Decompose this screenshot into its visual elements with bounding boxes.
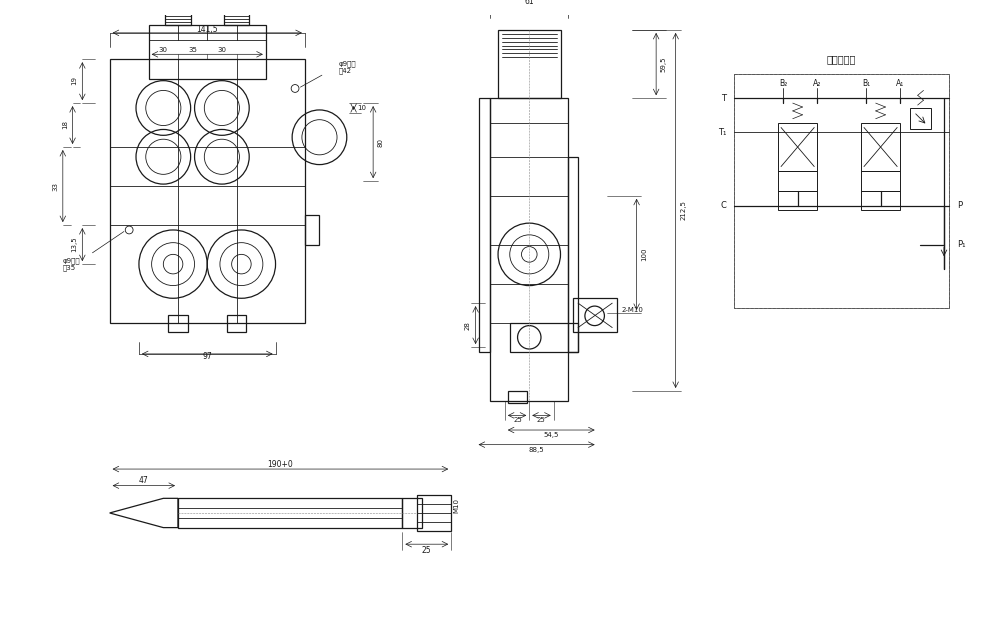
Text: 35: 35	[188, 47, 197, 53]
Bar	[168, 315, 188, 332]
Bar	[568, 157, 578, 352]
Bar	[479, 98, 490, 352]
Bar	[778, 172, 817, 191]
Text: 18: 18	[62, 120, 68, 129]
Bar	[224, 6, 249, 25]
Text: M10: M10	[453, 498, 459, 513]
Text: 33: 33	[52, 182, 58, 191]
Text: 25: 25	[513, 417, 522, 423]
Text: 30: 30	[159, 47, 168, 53]
Text: 28: 28	[465, 321, 471, 330]
Text: B₂: B₂	[779, 79, 787, 88]
Bar	[149, 25, 266, 78]
Bar	[227, 315, 246, 332]
Bar	[573, 298, 617, 332]
Bar	[165, 6, 191, 25]
Text: A₁: A₁	[896, 79, 904, 88]
Bar	[778, 123, 817, 172]
Text: 80: 80	[378, 137, 384, 147]
Bar	[778, 191, 817, 210]
Text: 141,5: 141,5	[196, 25, 218, 34]
Text: 212,5: 212,5	[680, 201, 686, 220]
Text: 30: 30	[217, 47, 226, 53]
Text: B₁: B₁	[862, 79, 870, 88]
Text: 25: 25	[422, 546, 432, 555]
Bar	[508, 391, 527, 403]
Text: 100: 100	[641, 248, 647, 261]
Bar	[861, 172, 900, 191]
Bar	[110, 60, 305, 323]
Bar	[178, 498, 402, 528]
Text: 19: 19	[72, 76, 78, 85]
Bar	[510, 323, 578, 352]
Text: 88,5: 88,5	[528, 446, 544, 453]
Text: P₁: P₁	[957, 240, 965, 249]
Text: 47: 47	[139, 476, 149, 486]
Text: C: C	[721, 201, 726, 210]
Bar	[402, 498, 422, 528]
Text: φ9通孔
高35: φ9通孔 高35	[63, 257, 80, 271]
Text: 10: 10	[357, 105, 366, 111]
Text: T₁: T₁	[718, 128, 726, 137]
Text: T: T	[721, 94, 726, 103]
Bar	[861, 191, 900, 210]
Bar	[305, 215, 319, 244]
Text: φ9通孔
高42: φ9通孔 高42	[339, 60, 357, 74]
Text: 2-M10: 2-M10	[622, 307, 644, 313]
Text: P: P	[957, 201, 962, 210]
Text: 液压原理图: 液压原理图	[827, 54, 856, 64]
Text: 59,5: 59,5	[661, 56, 667, 72]
Text: 25: 25	[537, 417, 545, 423]
Bar	[861, 123, 900, 172]
Text: 54,5: 54,5	[543, 432, 558, 438]
Bar	[734, 74, 949, 308]
Text: 13,5: 13,5	[72, 237, 78, 253]
Bar	[910, 108, 931, 130]
Text: 97: 97	[202, 353, 212, 361]
Bar	[734, 74, 949, 308]
Text: 61: 61	[524, 0, 534, 6]
Text: 190+0: 190+0	[268, 460, 293, 468]
Text: A₂: A₂	[813, 79, 821, 88]
Bar	[498, 30, 561, 98]
Bar	[417, 496, 451, 530]
Bar	[490, 98, 568, 401]
